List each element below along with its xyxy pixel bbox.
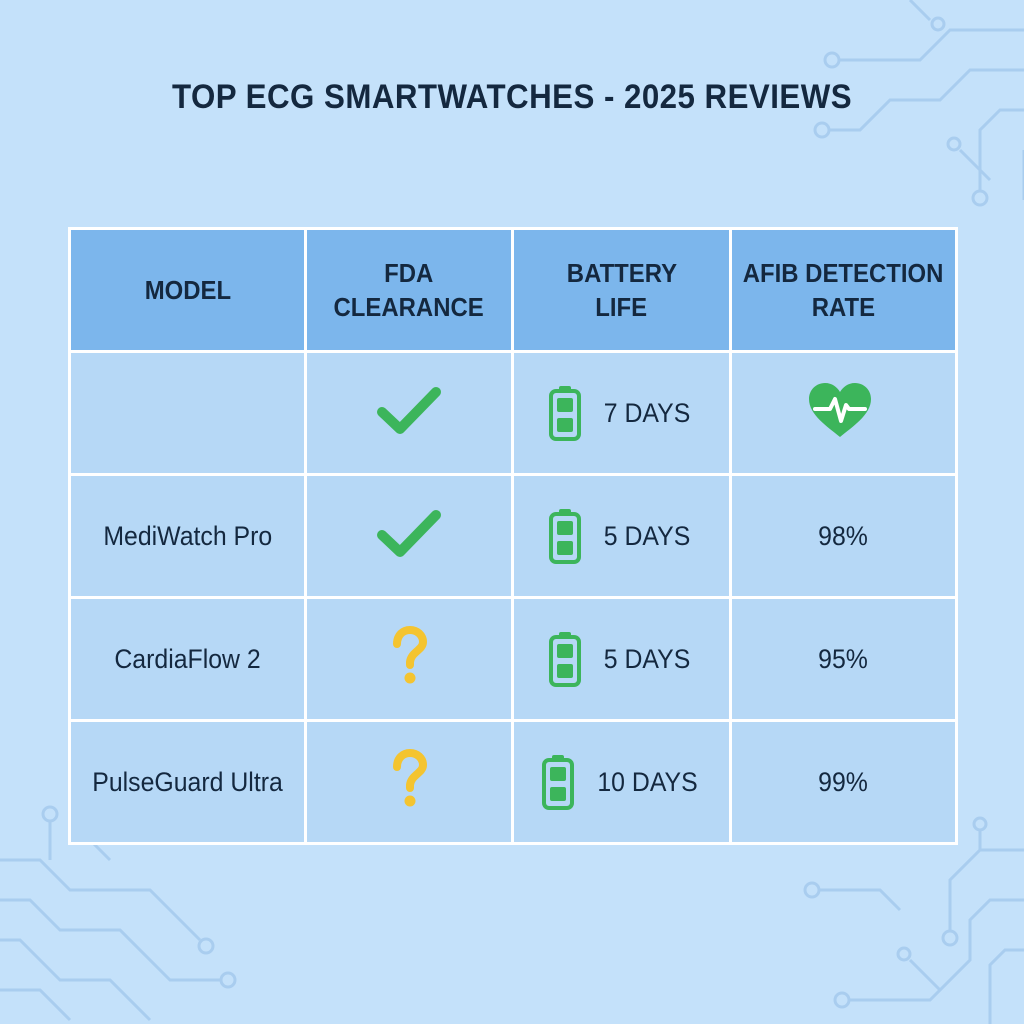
fda-cell [304,350,514,476]
fda-cell [304,473,514,599]
battery-life-value: 5 DAYS [604,520,691,551]
header-model-label: MODEL [144,275,231,305]
circuit-decoration-top-right [813,0,1024,207]
afib-cell: 99% [729,719,958,845]
header-fda-line2: CLEARANCE [333,292,485,322]
model-cell: CardiaFlow 2 [68,596,307,722]
afib-cell [729,350,958,476]
model-name: PulseGuard Ultra [92,766,283,797]
afib-cell: 95% [729,596,958,722]
battery-icon [548,631,582,687]
question-mark-icon [389,625,429,686]
battery-cell: 10 DAYS [511,719,732,845]
checkmark-icon [376,384,442,436]
header-model: MODEL [68,227,307,353]
fda-cell [304,719,514,845]
question-mark-icon [389,748,429,809]
fda-cell [304,596,514,722]
afib-rate-value: 98% [818,520,869,551]
page-title: TOP ECG SMARTWATCHES - 2025 REVIEWS [171,78,853,116]
table-row: 7 DAYS [68,350,958,476]
battery-life-value: 5 DAYS [604,643,691,674]
header-fda-line1: FDA [384,258,434,288]
battery-cell: 7 DAYS [511,350,732,476]
battery-life-value: 10 DAYS [597,766,698,797]
header-battery-life: BATTERY LIFE [511,227,732,353]
comparison-table: MODEL FDA CLEARANCE BATTERY LIFE AFIB DE… [68,227,958,845]
table-header-row: MODEL FDA CLEARANCE BATTERY LIFE AFIB DE… [68,227,958,353]
header-afib-detection-rate: AFIB DETECTION RATE [729,227,958,353]
model-cell: PulseGuard Ultra [68,719,307,845]
checkmark-icon [376,507,442,559]
afib-rate-value: 95% [818,643,869,674]
afib-rate-value: 99% [818,766,869,797]
header-afib-line1: AFIB DETECTION [743,258,944,288]
battery-cell: 5 DAYS [511,473,732,599]
afib-cell: 98% [729,473,958,599]
table-row: CardiaFlow 2 5 DAYS 95% [68,596,958,722]
battery-icon [548,385,582,441]
header-afib-line2: RATE [811,292,876,322]
model-name: MediWatch Pro [103,520,272,551]
model-name: CardiaFlow 2 [114,643,261,674]
model-cell [68,350,307,476]
model-cell: MediWatch Pro [68,473,307,599]
battery-icon [548,508,582,564]
heart-pulse-icon [806,381,874,439]
table-row: PulseGuard Ultra 10 DAYS 99% [68,719,958,845]
header-battery-line1: BATTERY [566,258,677,288]
battery-life-value: 7 DAYS [604,397,691,428]
header-battery-line2: LIFE [595,292,648,322]
battery-icon [541,754,575,810]
header-fda-clearance: FDA CLEARANCE [304,227,514,353]
battery-cell: 5 DAYS [511,596,732,722]
table-row: MediWatch Pro 5 DAYS 98% [68,473,958,599]
